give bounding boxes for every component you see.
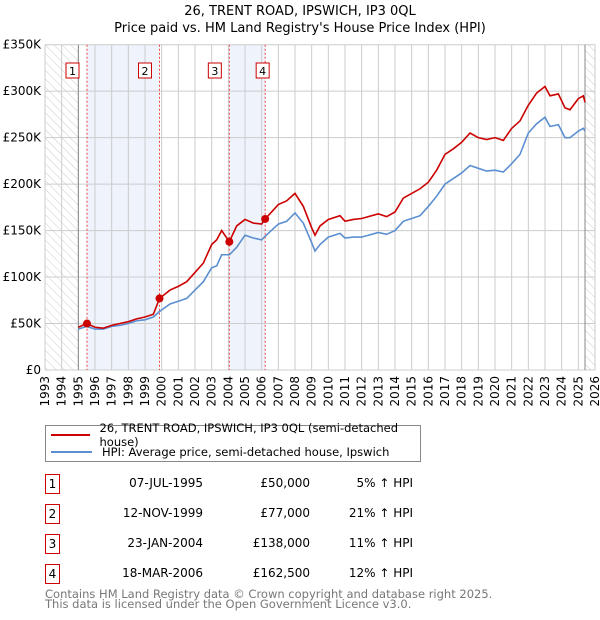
sale-number-label: 4 [259, 65, 266, 78]
legend-hpi: HPI: Average price, semi-detached house,… [102, 445, 390, 459]
x-tick-label: 2026 [588, 376, 600, 407]
x-tick-label: 2004 [221, 376, 235, 407]
y-tick-label: £200K [3, 177, 43, 191]
sale-number-badge: 2 [45, 504, 60, 524]
sale-date: 07-JUL-1995 [129, 476, 203, 490]
sale-date: 12-NOV-1999 [122, 506, 203, 520]
table-row: 4 18-MAR-2006 £162,500 12% ↑ HPI [45, 564, 425, 584]
hpi-change: 21% ↑ HPI [348, 506, 413, 520]
x-tick-label: 2025 [571, 376, 585, 407]
footer: Contains HM Land Registry data © Crown c… [45, 587, 493, 611]
x-tick-label: 2010 [321, 376, 335, 407]
x-tick-label: 1998 [121, 376, 135, 407]
y-tick-label: £150K [3, 224, 43, 238]
x-tick-label: 2007 [271, 376, 285, 407]
chart-title: 26, TRENT ROAD, IPSWICH, IP3 0QL [184, 4, 416, 19]
sale-point [155, 294, 164, 303]
x-tick-label: 2018 [455, 376, 469, 407]
x-tick-label: 2019 [471, 376, 485, 407]
sale-period-band [87, 44, 160, 370]
hpi-line [78, 115, 586, 330]
x-tick-label: 1997 [105, 376, 119, 407]
x-tick-label: 2021 [505, 376, 519, 407]
hpi-change: 5% ↑ HPI [356, 476, 413, 490]
sale-number-box [207, 62, 222, 79]
x-tick-label: 2009 [305, 376, 319, 407]
x-tick-label: 2011 [338, 376, 352, 407]
sale-price: £162,500 [252, 566, 310, 580]
hpi-change: 12% ↑ HPI [348, 566, 413, 580]
sale-price: £77,000 [260, 506, 310, 520]
property-legend-swatch [51, 434, 90, 436]
y-tick-label: £300K [3, 84, 43, 98]
x-tick-label: 2024 [555, 376, 569, 407]
x-tick-label: 1999 [138, 376, 152, 407]
x-tick-label: 2012 [355, 376, 369, 407]
sale-point [83, 319, 91, 328]
sale-number-label: 3 [211, 65, 218, 78]
hpi-change: 11% ↑ HPI [348, 536, 413, 550]
footer-line-1: Contains HM Land Registry data © Crown c… [45, 587, 493, 601]
y-tick-label: £50K [10, 317, 42, 331]
sale-number-box [255, 62, 270, 79]
hpi-legend-swatch [51, 451, 92, 453]
x-tick-label: 2017 [438, 376, 452, 407]
x-tick-label: 2014 [388, 376, 402, 407]
legend: 26, TRENT ROAD, IPSWICH, IP3 0QL (semi-d… [45, 421, 421, 462]
y-tick-label: £250K [3, 131, 43, 145]
no-data-hatch [585, 44, 595, 370]
x-tick-label: 2000 [155, 376, 169, 407]
x-tick-label: 2023 [538, 376, 552, 407]
x-tick-label: 1993 [38, 376, 52, 407]
property-price-line [78, 85, 586, 329]
x-tick-label: 2008 [288, 376, 302, 407]
sale-period-band [229, 44, 266, 370]
sale-number-label: 1 [69, 65, 76, 78]
chart-subtitle: Price paid vs. HM Land Registry's House … [114, 21, 486, 36]
sale-price: £50,000 [260, 476, 310, 490]
y-tick-label: £0 [26, 363, 41, 377]
footer-line-2: This data is licensed under the Open Gov… [45, 597, 412, 611]
sale-date: 23-JAN-2004 [127, 536, 203, 550]
legend-property: 26, TRENT ROAD, IPSWICH, IP3 0QL (semi-d… [99, 421, 399, 449]
x-tick-label: 1995 [71, 376, 85, 407]
sale-point [225, 237, 234, 246]
x-tick-label: 2015 [405, 376, 419, 407]
x-tick-label: 2002 [188, 376, 202, 407]
x-tick-label: 2003 [205, 376, 219, 407]
sale-number-label: 2 [142, 65, 149, 78]
x-tick-label: 2005 [238, 376, 252, 407]
x-tick-label: 2006 [255, 376, 269, 407]
table-row: 3 23-JAN-2004 £138,000 11% ↑ HPI [45, 534, 425, 554]
table-row: 2 12-NOV-1999 £77,000 21% ↑ HPI [45, 504, 425, 524]
sale-price: £138,000 [252, 536, 310, 550]
sale-number-box [65, 62, 80, 79]
x-tick-label: 1994 [55, 376, 69, 407]
y-tick-label: £100K [3, 270, 43, 284]
y-tick-label: £350K [3, 38, 43, 52]
table-row: 1 07-JUL-1995 £50,000 5% ↑ HPI [45, 474, 425, 494]
price-chart: 1 2 3 4 1993 1994 1995 1996 1997 1998 1999 2000 2001… [3, 38, 600, 407]
sale-number-badge: 3 [45, 534, 60, 554]
x-tick-label: 1996 [88, 376, 102, 407]
sale-number-badge: 1 [45, 474, 60, 494]
sale-number-badge: 4 [45, 564, 60, 584]
sale-date: 18-MAR-2006 [122, 566, 203, 580]
x-tick-label: 2020 [488, 376, 502, 407]
x-tick-label: 2016 [421, 376, 435, 407]
x-tick-label: 2001 [171, 376, 185, 407]
x-tick-label: 2013 [371, 376, 385, 407]
x-tick-label: 2022 [521, 376, 535, 407]
sale-number-box [138, 62, 152, 79]
sale-point [261, 214, 270, 223]
